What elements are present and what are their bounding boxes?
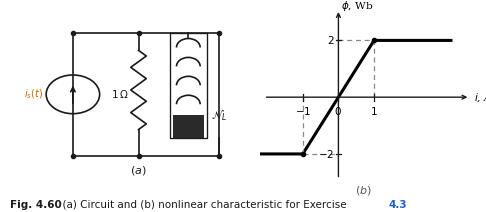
Text: $0$: $0$	[334, 105, 342, 117]
Text: $-2$: $-2$	[318, 148, 334, 160]
Text: $\mathcal{N}_L$: $\mathcal{N}_L$	[211, 108, 228, 123]
Text: 4.3: 4.3	[389, 200, 407, 210]
Text: $(b)$: $(b)$	[355, 184, 372, 197]
Text: $(a)$: $(a)$	[130, 164, 147, 177]
Text: (a) Circuit and (b) nonlinear characteristic for Exercise: (a) Circuit and (b) nonlinear characteri…	[56, 200, 350, 210]
Text: $1\,\Omega$: $1\,\Omega$	[111, 88, 129, 100]
Text: $\phi$, Wb: $\phi$, Wb	[341, 0, 374, 13]
Text: $i_s(t)$: $i_s(t)$	[24, 88, 44, 101]
Text: $i$, A: $i$, A	[474, 91, 486, 103]
Text: $1$: $1$	[370, 105, 378, 117]
Bar	[173, 116, 204, 138]
Text: Fig. 4.60: Fig. 4.60	[10, 200, 61, 210]
Text: $-1$: $-1$	[295, 105, 311, 117]
Text: $2$: $2$	[327, 34, 334, 46]
